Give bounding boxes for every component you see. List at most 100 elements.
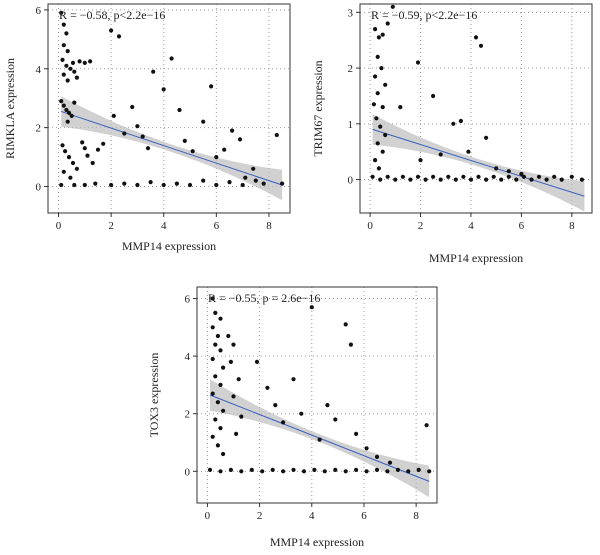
data-point — [227, 180, 232, 185]
stat-annotation-rimkla: R = −0.58, p<2.2e−16 — [59, 8, 165, 22]
data-point — [373, 158, 378, 163]
y-tick-label: 2 — [36, 123, 42, 135]
data-point — [95, 147, 101, 152]
data-point — [215, 400, 220, 405]
data-point — [161, 182, 166, 188]
data-point — [333, 417, 338, 422]
data-point — [64, 107, 69, 113]
data-point — [59, 10, 64, 15]
data-point — [169, 56, 174, 61]
y-axis-title-tox3: TOX3 expression — [147, 353, 161, 438]
data-point — [559, 177, 564, 182]
data-point — [254, 359, 260, 364]
data-point — [415, 174, 421, 179]
data-point — [228, 467, 233, 472]
x-tick-label: 0 — [56, 220, 62, 232]
x-axis-title-trim67: MMP14 expression — [429, 251, 523, 265]
y-tick-label: 1 — [348, 119, 354, 131]
data-point — [473, 35, 479, 40]
data-point — [64, 63, 69, 68]
x-tick-label: 4 — [161, 220, 167, 232]
data-point — [213, 310, 218, 315]
data-point — [109, 28, 114, 33]
data-point — [69, 113, 74, 118]
data-point — [274, 132, 279, 138]
data-point — [239, 414, 244, 419]
data-point — [451, 121, 456, 126]
data-point — [249, 467, 254, 472]
data-point — [380, 32, 385, 37]
data-point — [72, 100, 77, 105]
grid-tox3 — [197, 287, 437, 503]
data-point — [68, 175, 73, 180]
data-point — [385, 469, 390, 474]
data-point — [72, 182, 77, 188]
data-point — [243, 175, 248, 180]
data-point — [210, 325, 215, 330]
data-point — [466, 149, 471, 154]
data-point — [213, 417, 218, 422]
data-point — [446, 174, 451, 179]
data-point — [61, 22, 66, 27]
data-point — [221, 365, 226, 370]
data-point — [370, 174, 375, 179]
plot-frame-rimkla — [47, 3, 291, 214]
data-point — [161, 87, 166, 92]
data-point — [213, 374, 218, 379]
data-point — [281, 469, 286, 474]
x-axis-title-tox3: MMP14 expression — [270, 535, 364, 549]
y-tick-label: 6 — [185, 294, 191, 306]
y-tick-label: 2 — [348, 63, 354, 75]
y-axis-title-rimkla: RIMKLA expression — [3, 58, 17, 159]
data-point — [393, 177, 398, 182]
data-point — [218, 382, 223, 387]
data-point — [354, 467, 359, 472]
data-point — [65, 78, 70, 83]
data-point — [499, 177, 504, 182]
data-point — [66, 155, 72, 160]
fit-line-rimkla — [60, 110, 283, 186]
data-point — [61, 169, 66, 174]
data-point — [423, 177, 428, 182]
data-point — [325, 403, 330, 408]
data-point — [207, 467, 213, 472]
data-point — [140, 134, 145, 139]
data-point — [395, 467, 400, 472]
x-tick-label: 6 — [519, 220, 525, 232]
data-point — [251, 166, 256, 171]
data-point — [145, 146, 151, 151]
data-point — [210, 296, 215, 301]
data-point — [461, 174, 466, 179]
data-point — [209, 84, 214, 89]
data-point — [348, 342, 353, 347]
data-point — [406, 469, 411, 474]
data-point — [187, 182, 193, 188]
data-point — [65, 49, 70, 54]
data-point — [61, 43, 66, 48]
data-point — [234, 431, 239, 436]
y-ticks-rimkla: 0 2 4 6 — [36, 5, 48, 194]
points-rimkla — [59, 10, 285, 188]
data-point — [380, 149, 385, 154]
data-point — [66, 110, 72, 115]
data-point — [201, 119, 206, 124]
data-point — [375, 91, 380, 96]
data-point — [514, 177, 519, 182]
data-point — [380, 105, 385, 110]
data-point — [65, 119, 70, 124]
data-point — [536, 174, 542, 179]
data-point — [151, 69, 156, 74]
data-point — [101, 141, 106, 146]
data-point — [82, 182, 87, 188]
y-tick-label: 6 — [36, 5, 42, 17]
data-point — [80, 140, 85, 145]
data-point — [494, 166, 499, 171]
data-point — [135, 124, 140, 129]
data-point — [273, 403, 278, 408]
data-point — [506, 169, 511, 174]
data-point — [529, 177, 534, 182]
grid-trim67 — [360, 4, 592, 213]
data-point — [215, 443, 220, 448]
data-point — [221, 408, 226, 413]
data-point — [317, 437, 322, 442]
